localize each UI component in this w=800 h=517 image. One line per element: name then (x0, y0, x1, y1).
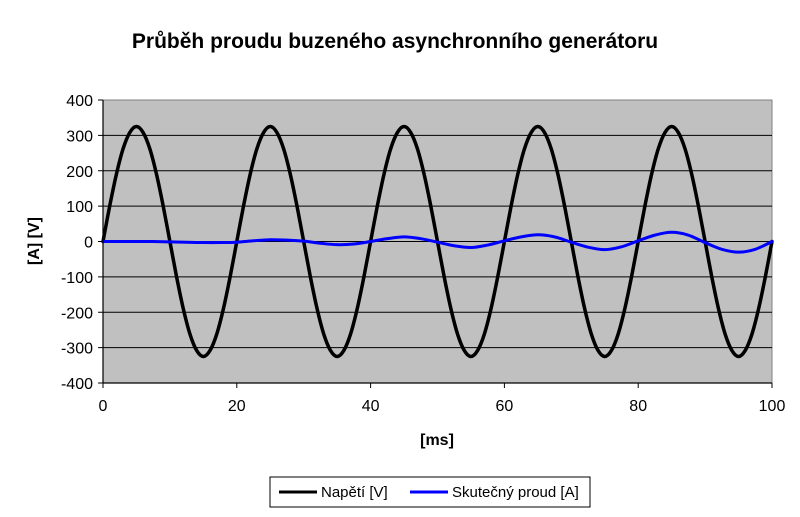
y-axis-ticks: 400 300 200 100 0 -100 -200 -300 -400 (61, 93, 103, 393)
y-tick-label: 300 (66, 128, 93, 145)
x-tick-label: 20 (228, 398, 246, 415)
series-line-skutecny-proud (101, 230, 774, 254)
gridlines (103, 134, 772, 349)
legend-label-proud: Skutečný proud [A] (452, 484, 579, 501)
y-tick-label: -100 (61, 270, 93, 287)
legend-label-napeti: Napětí [V] (321, 484, 388, 501)
x-tick-label: 0 (99, 398, 108, 415)
x-tick-label: 40 (362, 398, 380, 415)
x-axis-label: [ms] (420, 432, 454, 449)
legend: Napětí [V] Skutečný proud [A] (269, 476, 591, 508)
x-tick-label: 100 (759, 398, 786, 415)
y-tick-label: 400 (66, 93, 93, 110)
series-group (101, 124, 774, 359)
y-axis-label: [A] [V] (26, 217, 43, 265)
y-tick-label: -300 (61, 341, 93, 358)
x-axis-ticks: 0 20 40 60 80 100 (99, 383, 786, 415)
plot-area (101, 99, 774, 384)
y-tick-label: -400 (61, 376, 93, 393)
y-tick-label: -200 (61, 305, 93, 322)
y-tick-label: 200 (66, 164, 93, 181)
x-tick-label: 60 (496, 398, 514, 415)
x-tick-label: 80 (629, 398, 647, 415)
axes: 400 300 200 100 0 -100 -200 -300 -400 0 20 40 60 80 1… (61, 93, 785, 415)
chart-title: Průběh proudu buzeného asynchronního gen… (132, 30, 658, 53)
y-tick-label: 0 (84, 235, 93, 252)
y-tick-label: 100 (66, 199, 93, 216)
